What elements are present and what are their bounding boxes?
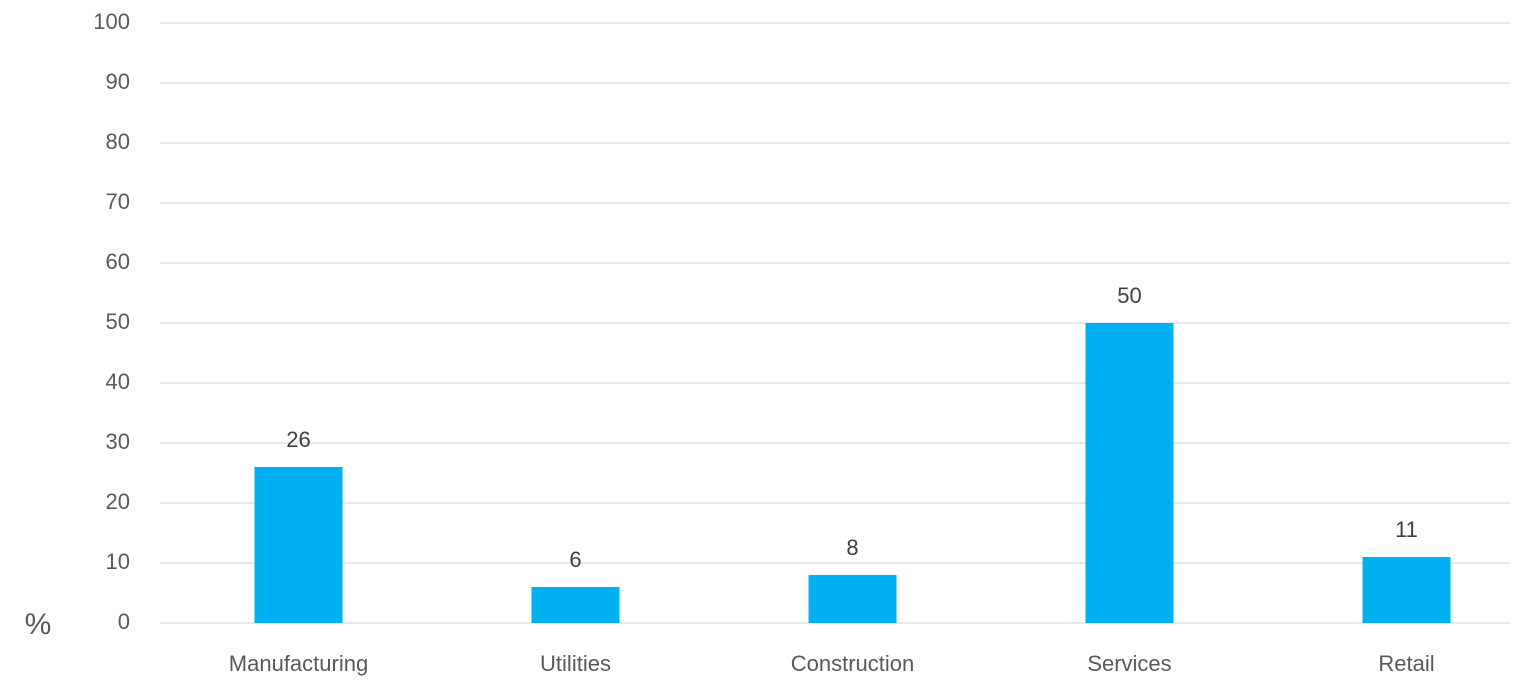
- y-tick-label: 50: [106, 309, 130, 334]
- data-label: 26: [286, 427, 310, 452]
- data-label: 50: [1117, 283, 1141, 308]
- y-tick-label: 40: [106, 369, 130, 394]
- x-tick-label: Construction: [791, 651, 915, 676]
- y-tick-label: 100: [93, 9, 130, 34]
- y-tick-label: 90: [106, 69, 130, 94]
- x-tick-label: Services: [1087, 651, 1171, 676]
- bar: [808, 575, 897, 623]
- y-tick-label: 80: [106, 129, 130, 154]
- x-tick-label: Retail: [1378, 651, 1434, 676]
- data-label: 8: [846, 535, 858, 560]
- bar: [531, 587, 620, 623]
- bar: [254, 467, 343, 623]
- y-tick-label: 0: [118, 609, 130, 634]
- data-label: 6: [569, 547, 581, 572]
- x-tick-label: Manufacturing: [229, 651, 368, 676]
- x-tick-label: Utilities: [540, 651, 611, 676]
- bar: [1362, 557, 1451, 623]
- y-tick-label: 20: [106, 489, 130, 514]
- y-tick-label: 30: [106, 429, 130, 454]
- y-tick-label: 60: [106, 249, 130, 274]
- bar: [1085, 323, 1174, 623]
- y-tick-label: 70: [106, 189, 130, 214]
- y-axis-label: %: [25, 608, 52, 641]
- y-tick-label: 10: [106, 549, 130, 574]
- data-label: 11: [1395, 517, 1418, 542]
